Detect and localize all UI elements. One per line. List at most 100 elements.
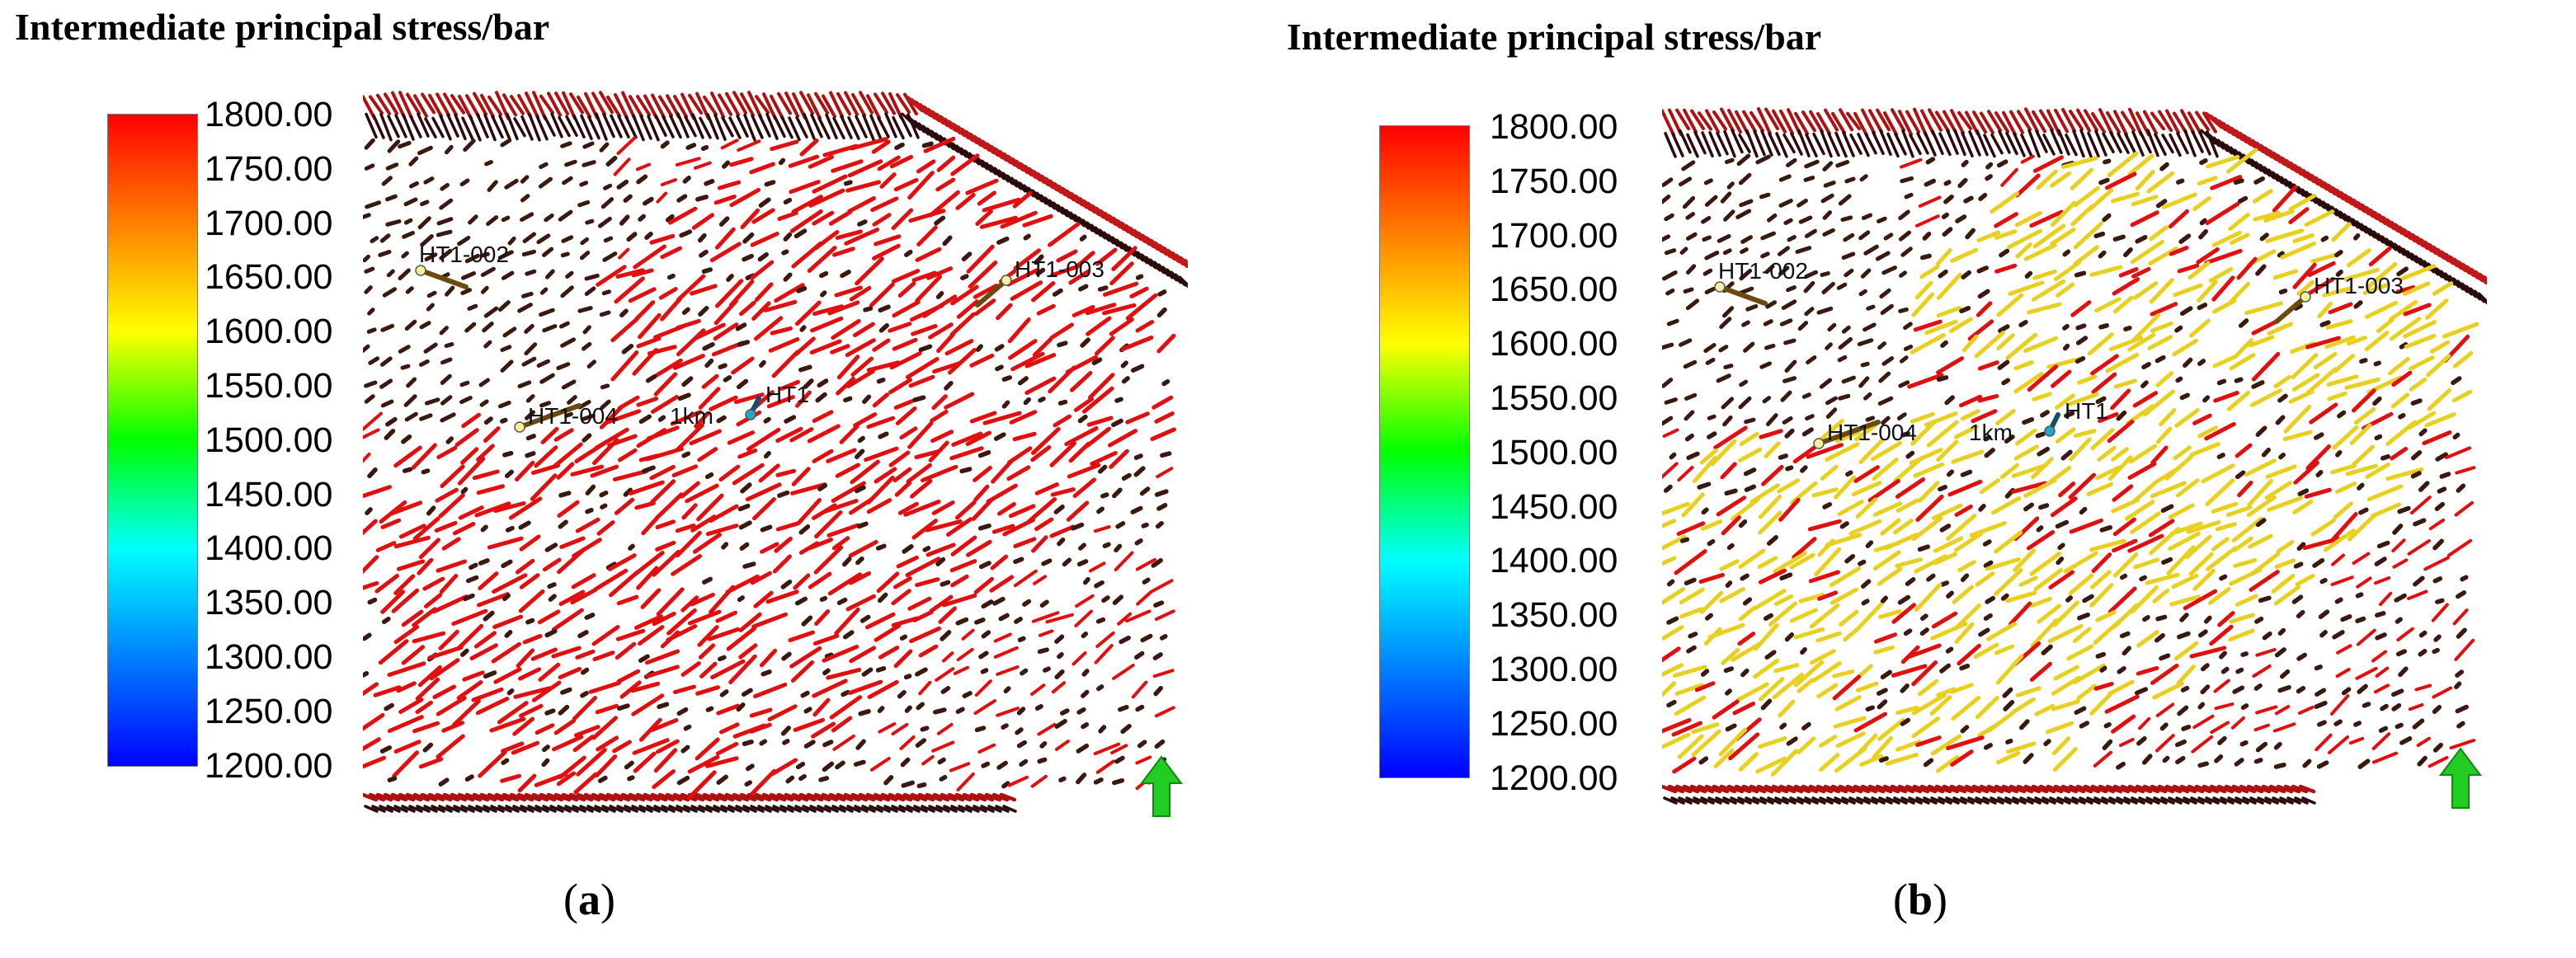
- stress-glyph: [364, 380, 378, 388]
- stress-glyph: [2074, 706, 2087, 715]
- stress-glyph: [2343, 267, 2380, 282]
- stress-glyph: [925, 792, 943, 802]
- stress-glyph: [1662, 718, 1692, 734]
- stress-glyph: [1977, 394, 1999, 403]
- stress-glyph: [714, 279, 744, 308]
- stress-glyph: [726, 626, 756, 651]
- stress-glyph: [1786, 285, 1797, 293]
- stress-glyph: [444, 342, 454, 348]
- stress-glyph: [1863, 244, 1879, 256]
- stress-glyph: [1740, 668, 1750, 678]
- stress-glyph: [1915, 796, 1930, 805]
- stress-glyph: [579, 251, 591, 261]
- stress-glyph: [2332, 630, 2345, 640]
- stress-glyph: [501, 559, 513, 569]
- well-label: HT1-004: [1827, 420, 1917, 445]
- stress-glyph: [2210, 175, 2243, 190]
- stress-glyph: [1994, 111, 2009, 134]
- stress-glyph: [473, 631, 497, 649]
- stress-glyph: [2296, 686, 2306, 694]
- stress-glyph: [1764, 343, 1776, 350]
- stress-glyph: [2119, 737, 2135, 748]
- stress-glyph: [745, 763, 755, 772]
- stress-glyph: [1945, 646, 1954, 654]
- stress-glyph: [2345, 463, 2378, 477]
- stress-glyph: [2154, 133, 2167, 157]
- stress-glyph: [848, 539, 878, 558]
- stress-glyph: [2089, 692, 2113, 716]
- stress-glyph: [2325, 319, 2353, 330]
- stress-glyph: [681, 307, 690, 315]
- stress-glyph: [2098, 784, 2116, 794]
- stress-glyph: [874, 467, 897, 484]
- stress-glyph: [1672, 756, 1697, 774]
- stress-glyph: [843, 792, 861, 802]
- stress-glyph: [800, 690, 810, 698]
- stress-glyph: [764, 180, 776, 187]
- stress-glyph: [1698, 572, 1725, 584]
- stress-glyph: [2418, 428, 2428, 437]
- stress-glyph: [2187, 111, 2202, 135]
- stress-glyph: [373, 685, 402, 697]
- stress-glyph: [539, 373, 555, 384]
- stress-glyph: [2093, 231, 2106, 239]
- stress-glyph: [1121, 376, 1130, 384]
- stress-glyph: [390, 792, 408, 802]
- stress-glyph: [1930, 622, 1968, 641]
- stress-glyph: [1662, 519, 1677, 529]
- stress-glyph: [500, 359, 514, 373]
- stress-glyph: [2161, 134, 2174, 154]
- stress-glyph: [727, 430, 755, 445]
- stress-glyph: [635, 162, 651, 171]
- stress-glyph: [2224, 784, 2242, 794]
- stress-glyph: [2098, 323, 2109, 330]
- stress-glyph: [1977, 360, 1999, 371]
- stress-glyph: [2251, 380, 2265, 389]
- stress-glyph: [2397, 505, 2411, 514]
- stress-glyph: [2118, 267, 2139, 278]
- stress-glyph: [2335, 270, 2343, 277]
- stress-glyph: [735, 322, 747, 331]
- stress-glyph: [1836, 282, 1848, 290]
- stress-glyph: [615, 641, 637, 660]
- stress-glyph: [780, 115, 794, 139]
- stress-glyph: [1179, 275, 1188, 287]
- stress-glyph: [2055, 519, 2070, 529]
- stress-glyphs: [363, 136, 1176, 801]
- stress-glyph: [527, 805, 542, 813]
- well-marker-icon: [415, 265, 426, 276]
- stress-glyph: [1068, 269, 1091, 285]
- stress-glyph: [877, 116, 890, 139]
- stress-glyph: [1797, 321, 1809, 331]
- stress-glyph: [1157, 289, 1167, 297]
- stress-glyph: [2305, 367, 2338, 395]
- stress-glyph: [889, 351, 922, 370]
- stress-glyph: [2155, 355, 2166, 364]
- stress-glyph: [2200, 663, 2210, 672]
- stress-glyph: [1914, 280, 1933, 300]
- stress-glyph: [996, 760, 1008, 770]
- stress-glyph: [510, 95, 525, 115]
- stress-glyph: [1820, 129, 1833, 158]
- stress-glyph: [2111, 447, 2129, 462]
- stress-glyph: [1742, 110, 1757, 134]
- stress-glyph: [1915, 735, 1942, 747]
- stress-glyph: [978, 561, 991, 570]
- stress-glyph: [525, 434, 536, 441]
- stress-glyph: [2075, 323, 2087, 331]
- stress-glyph: [412, 721, 440, 734]
- stress-glyph: [739, 792, 757, 802]
- stress-glyph: [575, 517, 600, 533]
- stress-glyph: [1795, 246, 1812, 254]
- stress-glyph: [1020, 668, 1029, 676]
- stress-glyph: [918, 680, 932, 696]
- stress-glyph: [749, 722, 772, 734]
- stress-glyph: [1876, 108, 1891, 132]
- stress-glyph: [2375, 632, 2387, 641]
- stress-glyph: [736, 378, 749, 390]
- stress-glyph: [632, 348, 658, 376]
- stress-glyph: [840, 270, 851, 279]
- stress-glyph: [849, 497, 874, 515]
- stress-glyph: [610, 114, 623, 139]
- colorbar-tick-label: 1300.00: [205, 637, 333, 677]
